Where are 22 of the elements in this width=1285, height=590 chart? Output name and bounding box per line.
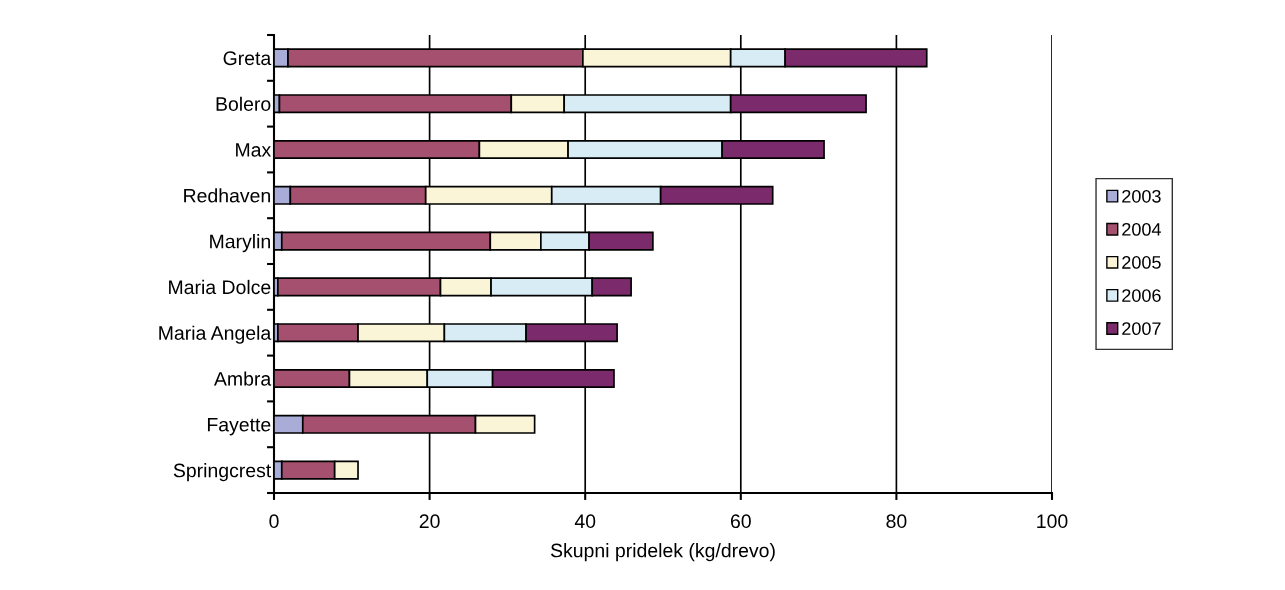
y-tick-label: Greta — [223, 51, 272, 66]
legend-label: 2007 — [1122, 322, 1161, 336]
y-tick-label: Fayette — [207, 417, 271, 436]
y-tick-label: Maria Angela — [159, 325, 272, 344]
y-tick-label: Ambra — [213, 371, 272, 386]
x-axis-title: Skupni pridelek (kg/drevo) — [550, 543, 775, 562]
legend-label: 2004 — [1122, 222, 1161, 236]
legend-label: 2003 — [1122, 189, 1161, 203]
x-tick-label: 20 — [419, 514, 440, 529]
x-tick-label: 0 — [269, 514, 279, 529]
legend-label: 2006 — [1122, 289, 1161, 302]
y-tick-label: Redhaven — [184, 188, 270, 203]
y-tick-label: Bolero — [216, 96, 271, 111]
y-tick-label: Max — [236, 143, 272, 157]
y-tick-label: Springcrest — [173, 463, 272, 482]
x-tick-label: 80 — [886, 514, 907, 529]
x-tick-label: 40 — [574, 514, 596, 529]
y-tick-label: Marylin — [210, 234, 270, 253]
x-tick-label: 60 — [730, 514, 751, 529]
x-tick-label: 100 — [1037, 514, 1068, 529]
y-tick-label: Maria Dolce — [169, 279, 271, 295]
legend-label: 2005 — [1122, 256, 1161, 269]
